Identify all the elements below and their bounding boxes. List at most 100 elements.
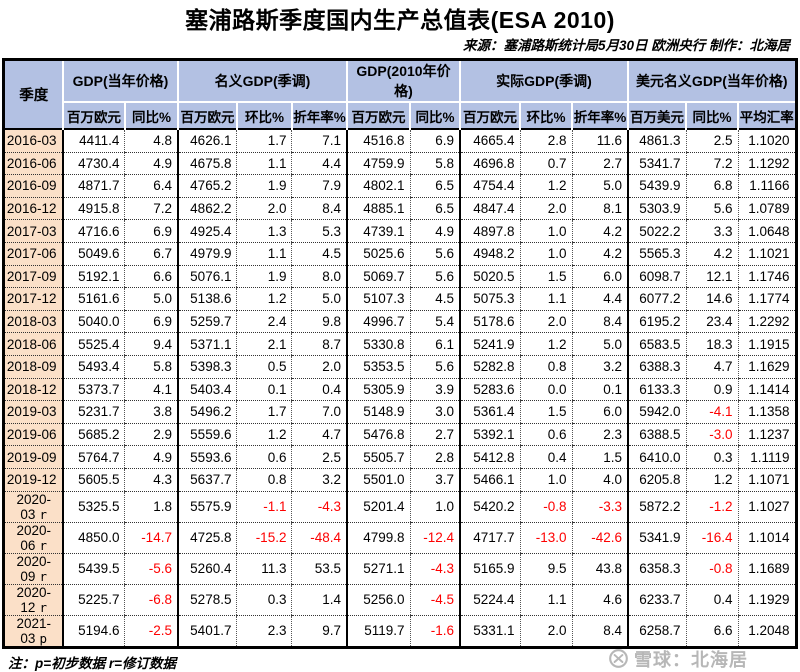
value-cell: 4915.8: [61, 197, 125, 221]
value-cell: -4.1: [685, 400, 739, 424]
quarter-label: 2016-06: [6, 155, 57, 171]
value-cell: 4.9: [409, 219, 460, 243]
value-cell: 2.0: [291, 355, 347, 379]
quarter-cell: 2017-12: [3, 287, 63, 311]
value-cell: 5192.1: [61, 265, 125, 289]
value-cell: 4862.2: [176, 197, 237, 221]
value-cell: 6.6: [124, 265, 178, 289]
value-cell: 5525.4: [61, 332, 125, 356]
value-cell: -1.1: [236, 491, 292, 523]
value-cell: 5.6: [685, 197, 739, 221]
value-cell: 0.5: [236, 355, 292, 379]
value-cell: 4696.8: [459, 152, 520, 176]
quarter-cell: 2017-09: [3, 265, 63, 289]
value-cell: 1.1014: [737, 522, 797, 554]
value-cell: 5040.0: [61, 310, 125, 334]
value-cell: 1.1358: [737, 400, 797, 424]
value-cell: 4.5: [291, 242, 347, 266]
value-cell: 5282.8: [459, 355, 520, 379]
value-cell: 4897.8: [459, 219, 520, 243]
value-cell: 4.6: [571, 584, 629, 616]
value-cell: 1.1929: [737, 584, 797, 616]
value-cell: 4996.7: [346, 310, 410, 334]
quarter-label: 2019-03: [6, 404, 57, 420]
value-cell: 8.1: [571, 197, 629, 221]
value-cell: 5341.9: [627, 522, 687, 554]
value-cell: 5685.2: [61, 423, 125, 447]
value-cell: 4.2: [571, 219, 629, 243]
value-cell: 4.0: [571, 468, 629, 492]
value-cell: 2.4: [236, 310, 292, 334]
table-row: 2017-03 4716.6 6.9 4925.4 1.3 5.3 4739.1…: [3, 219, 797, 243]
value-cell: 7.0: [291, 400, 347, 424]
value-cell: 5637.7: [176, 468, 237, 492]
value-cell: 4847.4: [459, 197, 520, 221]
subheader-annualized: 折年率%: [570, 101, 630, 129]
value-cell: 53.5: [291, 553, 347, 585]
value-cell: 5.3: [291, 219, 347, 243]
value-cell: 5076.1: [176, 265, 237, 289]
value-cell: 5225.7: [61, 584, 125, 616]
subheader-mn-eur: 百万欧元: [346, 101, 411, 129]
value-cell: 4802.1: [346, 174, 410, 198]
value-cell: 1.1292: [737, 152, 797, 176]
value-cell: 5565.3: [627, 242, 687, 266]
quarter-cell: 2020-09 r: [3, 553, 63, 585]
value-cell: 6.6: [685, 615, 739, 648]
value-cell: 5412.8: [459, 445, 520, 469]
value-cell: 1.1915: [737, 332, 797, 356]
column-group-real-gdp-sa: 实际GDP(季调): [458, 58, 630, 103]
quarter-label: 2017-12: [6, 291, 57, 307]
subheader-mn-usd: 百万美元: [627, 101, 688, 129]
subheader-mn-eur: 百万欧元: [459, 101, 521, 129]
quarter-cell: 2018-06: [3, 332, 63, 356]
quarter-cell: 2017-03: [3, 219, 63, 243]
subheader-yoy: 同比%: [123, 101, 179, 129]
table-row: 2020-09 r 5439.5 -5.6 5260.4 11.3 53.5 52…: [3, 553, 797, 585]
value-cell: 4.7: [685, 355, 739, 379]
value-cell: 4717.7: [459, 522, 520, 554]
value-cell: -2.5: [124, 615, 178, 648]
value-cell: 6.8: [685, 174, 739, 198]
value-cell: 5353.5: [346, 355, 410, 379]
value-cell: 5260.4: [176, 553, 237, 585]
value-cell: 1.2: [519, 332, 572, 356]
value-cell: 5403.4: [176, 378, 237, 402]
value-cell: 2.0: [236, 197, 292, 221]
value-cell: 9.8: [291, 310, 347, 334]
value-cell: 2.3: [571, 423, 629, 447]
value-cell: 5331.1: [459, 615, 520, 648]
value-cell: 0.8: [519, 355, 572, 379]
value-cell: -14.7: [124, 522, 178, 554]
value-cell: 6.0: [571, 400, 629, 424]
value-cell: 5330.8: [346, 332, 410, 356]
value-cell: 1.1020: [737, 127, 797, 153]
quarter-cell: 2018-09: [3, 355, 63, 379]
revision-flag: r: [39, 599, 47, 615]
value-cell: 1.1071: [737, 468, 797, 492]
value-cell: 5069.7: [346, 265, 410, 289]
quarter-label: 2019-09: [6, 449, 57, 465]
value-cell: 4948.2: [459, 242, 520, 266]
value-cell: 6195.2: [627, 310, 687, 334]
value-cell: 1.0648: [737, 219, 797, 243]
value-cell: 5.8: [409, 152, 460, 176]
value-cell: 5505.7: [346, 445, 410, 469]
value-cell: 4861.3: [627, 127, 687, 153]
column-group-usd-nominal-gdp: 美元名义GDP(当年价格): [627, 58, 798, 103]
table-row: 2016-12 4915.8 7.2 4862.2 2.0 8.4 4885.1…: [3, 197, 797, 221]
value-cell: 4411.4: [61, 127, 125, 153]
value-cell: 6098.7: [627, 265, 687, 289]
value-cell: -1.6: [409, 615, 460, 648]
value-cell: 1.4: [291, 584, 347, 616]
value-cell: -4.3: [409, 553, 460, 585]
footnote: 注：p=初步数据 r=修订数据: [8, 655, 177, 671]
quarter-cell: 2016-09: [3, 174, 63, 198]
revision-flag: r: [39, 568, 47, 584]
value-cell: 6388.5: [627, 423, 687, 447]
quarter-label: 2016-03: [6, 133, 57, 149]
value-cell: 5501.0: [346, 468, 410, 492]
value-cell: 1.7: [236, 400, 292, 424]
value-cell: 0.6: [519, 423, 572, 447]
value-cell: 0.4: [291, 378, 347, 402]
